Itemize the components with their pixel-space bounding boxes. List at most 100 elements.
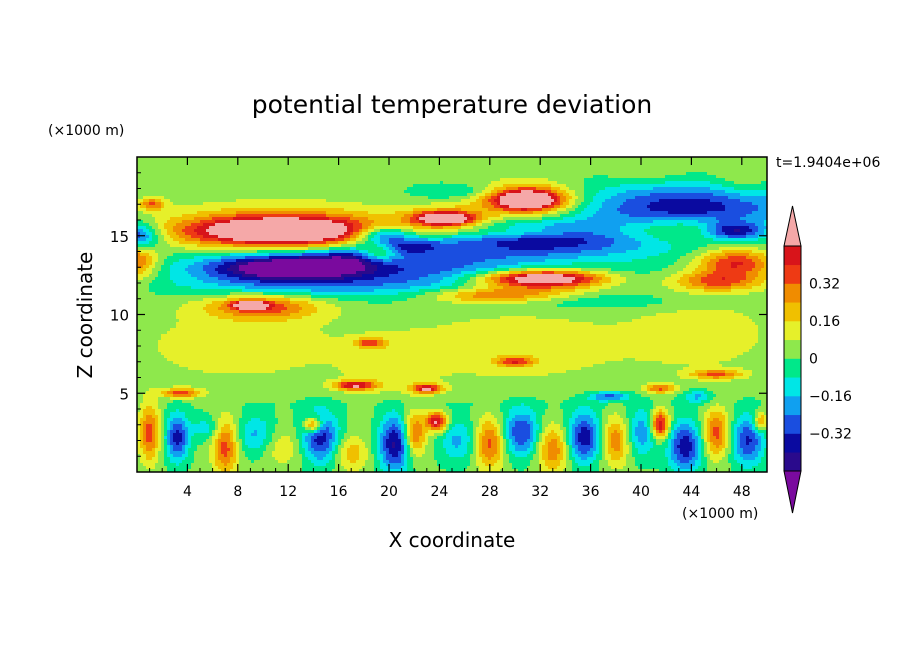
contour-cell: [212, 220, 216, 224]
contour-cell: [176, 223, 180, 227]
contour-cell: [446, 172, 450, 176]
contour-cell: [560, 169, 564, 173]
contour-cell: [638, 175, 642, 179]
contour-cell: [272, 217, 276, 221]
contour-cell: [626, 205, 630, 209]
contour-cell: [176, 199, 180, 203]
contour-cell: [437, 157, 441, 161]
contour-cell: [464, 157, 468, 161]
contour-cell: [653, 175, 657, 179]
contour-cell: [209, 181, 213, 185]
contour-cell: [500, 199, 504, 203]
contour-cell: [542, 205, 546, 209]
contour-cell: [476, 214, 480, 218]
contour-cell: [302, 187, 306, 191]
contour-cell: [665, 181, 669, 185]
contour-cell: [584, 220, 588, 224]
contour-cell: [431, 223, 435, 227]
contour-cell: [413, 208, 417, 212]
contour-cell: [221, 172, 225, 176]
contour-cell: [170, 193, 174, 197]
contour-cell: [218, 199, 222, 203]
contour-cell: [254, 202, 258, 206]
contour-cell: [308, 199, 312, 203]
contour-cell: [224, 172, 228, 176]
contour-cell: [326, 196, 330, 200]
contour-cell: [287, 208, 291, 212]
contour-cell: [416, 211, 420, 215]
contour-cell: [587, 220, 591, 224]
contour-cell: [677, 190, 681, 194]
contour-cell: [506, 208, 510, 212]
contour-cell: [383, 223, 387, 227]
contour-cell: [164, 184, 168, 188]
contour-cell: [221, 163, 225, 167]
contour-cell: [263, 220, 267, 224]
contour-cell: [632, 220, 636, 224]
contour-cell: [281, 187, 285, 191]
contour-cell: [152, 208, 156, 212]
contour-cell: [491, 208, 495, 212]
contour-cell: [551, 220, 555, 224]
contour-cell: [425, 205, 429, 209]
contour-cell: [146, 214, 150, 218]
contour-cell: [731, 181, 735, 185]
contour-cell: [164, 190, 168, 194]
contour-cell: [569, 172, 573, 176]
contour-cell: [506, 157, 510, 161]
contour-cell: [560, 184, 564, 188]
contour-cell: [674, 220, 678, 224]
contour-cell: [575, 211, 579, 215]
contour-cell: [542, 163, 546, 167]
contour-cell: [476, 157, 480, 161]
contour-cell: [521, 220, 525, 224]
contour-cell: [680, 193, 684, 197]
contour-cell: [188, 184, 192, 188]
contour-cell: [146, 178, 150, 182]
contour-cell: [275, 190, 279, 194]
contour-cell: [692, 217, 696, 221]
contour-cell: [284, 163, 288, 167]
contour-cell: [725, 172, 729, 176]
contour-cell: [578, 169, 582, 173]
contour-cell: [740, 193, 744, 197]
contour-cell: [194, 214, 198, 218]
contour-cell: [173, 205, 177, 209]
contour-cell: [356, 163, 360, 167]
contour-cell: [152, 163, 156, 167]
contour-cell: [755, 211, 759, 215]
contour-cell: [185, 202, 189, 206]
contour-cell: [524, 202, 528, 206]
contour-cell: [407, 208, 411, 212]
contour-cell: [677, 214, 681, 218]
contour-cell: [725, 211, 729, 215]
contour-cell: [665, 205, 669, 209]
contour-cell: [476, 175, 480, 179]
contour-cell: [494, 208, 498, 212]
contour-cell: [509, 175, 513, 179]
contour-cell: [542, 157, 546, 161]
contour-cell: [350, 208, 354, 212]
contour-cell: [653, 181, 657, 185]
contour-cell: [518, 184, 522, 188]
contour-cell: [206, 214, 210, 218]
contour-cell: [470, 202, 474, 206]
contour-cell: [362, 172, 366, 176]
contour-cell: [254, 217, 258, 221]
contour-cell: [437, 205, 441, 209]
contour-cell: [179, 223, 183, 227]
contour-cell: [587, 193, 591, 197]
contour-cell: [488, 220, 492, 224]
contour-cell: [350, 187, 354, 191]
contour-cell: [758, 169, 762, 173]
contour-cell: [656, 157, 660, 161]
contour-cell: [641, 160, 645, 164]
contour-cell: [764, 184, 767, 188]
contour-cell: [410, 160, 414, 164]
contour-cell: [626, 157, 630, 161]
contour-cell: [353, 220, 357, 224]
contour-cell: [398, 184, 402, 188]
contour-cell: [239, 223, 243, 227]
contour-cell: [692, 169, 696, 173]
contour-cell: [530, 172, 534, 176]
